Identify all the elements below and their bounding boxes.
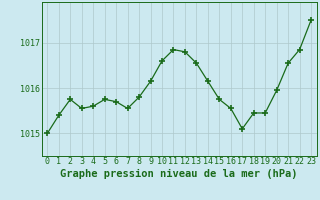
X-axis label: Graphe pression niveau de la mer (hPa): Graphe pression niveau de la mer (hPa) bbox=[60, 169, 298, 179]
